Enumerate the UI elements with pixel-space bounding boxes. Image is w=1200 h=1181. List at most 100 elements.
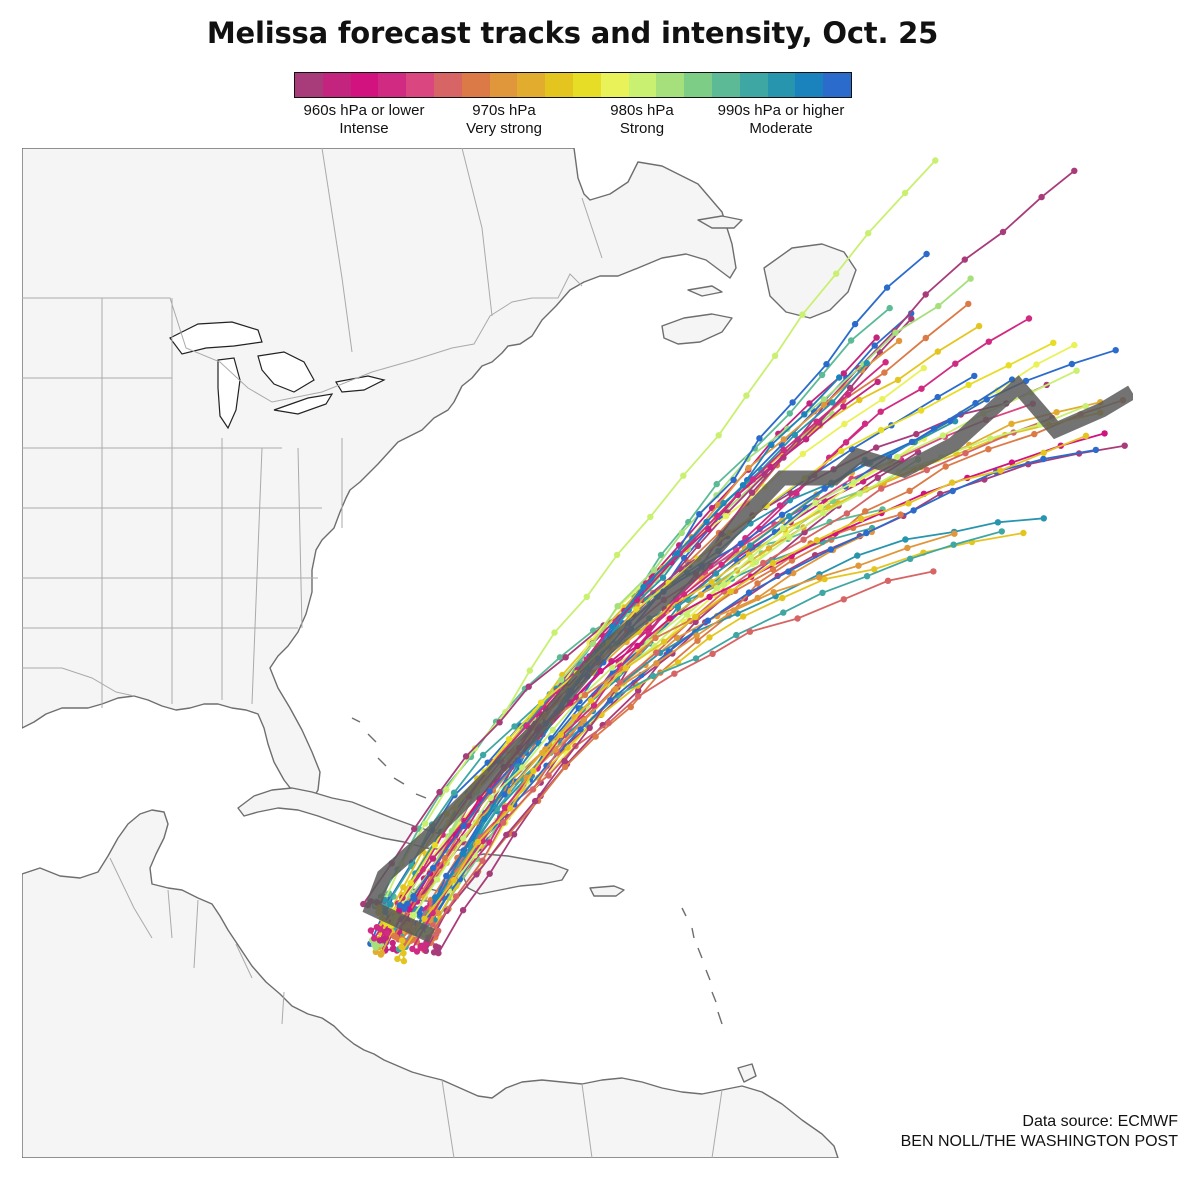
track-point: [786, 410, 793, 417]
track-point: [1005, 362, 1012, 369]
track-point: [818, 371, 826, 379]
track-point: [674, 603, 682, 611]
track-point: [460, 835, 467, 842]
track-point: [1050, 339, 1057, 346]
track-point: [396, 902, 403, 909]
track-point: [789, 399, 796, 406]
track-point: [1068, 360, 1076, 368]
legend-label-intense-line2: Intense: [339, 120, 389, 137]
legend-label-moderate: 990s hPa or higher Moderate: [706, 102, 856, 138]
track-point: [913, 430, 920, 438]
track-point: [768, 441, 775, 448]
track-point: [407, 879, 414, 887]
track-point: [666, 615, 674, 622]
track-point: [597, 667, 604, 675]
track-point: [786, 534, 793, 541]
track-point: [1040, 449, 1047, 456]
track-point: [633, 606, 640, 613]
legend-label-very-strong-line2: Very strong: [466, 120, 542, 137]
lake-ontario: [335, 375, 386, 393]
legend-swatch-1: [295, 73, 323, 97]
track-point: [558, 676, 565, 683]
track-point: [561, 757, 568, 765]
track-point: [987, 435, 994, 442]
track-point: [473, 871, 480, 878]
track-point: [501, 791, 508, 798]
track-point: [934, 393, 941, 401]
track-point: [806, 400, 813, 407]
track-point: [605, 719, 612, 727]
track-point: [1112, 347, 1119, 354]
track-point: [855, 562, 862, 569]
track-point: [730, 607, 737, 614]
track-point: [557, 731, 564, 738]
track-point: [511, 723, 518, 730]
track-point: [840, 403, 847, 410]
track-point: [902, 536, 909, 543]
track-point: [580, 717, 587, 724]
intensity-color-scale: [294, 72, 852, 98]
track-point: [635, 687, 642, 694]
track-point: [758, 467, 765, 474]
track-point: [680, 472, 687, 479]
south-america-borders: [441, 1079, 723, 1158]
legend-swatch-4: [378, 73, 407, 97]
track-point: [376, 937, 384, 944]
track-point: [486, 870, 493, 877]
track-point: [487, 794, 494, 802]
track-point: [607, 697, 614, 704]
legend-label-very-strong: 970s hPa Very strong: [444, 102, 564, 138]
track-point: [932, 157, 939, 164]
track-point: [794, 615, 801, 622]
track-point: [754, 580, 761, 587]
track-point: [1073, 367, 1080, 374]
track-point: [843, 510, 851, 517]
track-point: [778, 511, 786, 518]
track-point: [645, 622, 652, 629]
track-point: [997, 467, 1004, 474]
track-point: [907, 555, 914, 562]
track-point: [799, 311, 806, 318]
track-point: [950, 541, 957, 548]
track-point: [500, 819, 507, 826]
track-point: [1038, 193, 1045, 201]
track-point: [865, 230, 872, 237]
track-point: [410, 893, 417, 900]
track-point: [877, 408, 884, 415]
puerto-rico: [589, 885, 625, 897]
north-america-landmass: [22, 148, 737, 801]
track-point: [733, 631, 740, 639]
track-point: [411, 825, 418, 833]
track-point: [1101, 430, 1108, 437]
central-america-borders: [109, 857, 285, 1025]
track-point: [715, 432, 722, 439]
track-point: [741, 545, 749, 552]
track-point: [882, 359, 889, 366]
track-point: [443, 872, 450, 880]
track-point: [942, 463, 949, 470]
track-point: [608, 623, 616, 630]
track-point: [747, 554, 754, 561]
track-point: [779, 594, 786, 602]
track-point: [817, 504, 824, 511]
data-source: Data source: ECMWF: [1022, 1113, 1178, 1130]
track-point: [486, 788, 493, 795]
track-point: [878, 485, 885, 492]
land-layer: [22, 148, 857, 1158]
track-point: [747, 542, 754, 549]
track-point: [745, 589, 753, 596]
track-point: [503, 831, 510, 839]
track-point: [696, 511, 703, 518]
track-point: [589, 640, 597, 647]
track-point: [740, 613, 747, 620]
track-point: [551, 629, 558, 636]
track-point: [745, 464, 752, 472]
track-point: [820, 510, 827, 517]
track-point: [863, 573, 871, 580]
ensemble-track: [394, 432, 1090, 965]
legend-swatch-13: [628, 73, 657, 97]
legend-label-moderate-line1: 990s hPa or higher: [717, 102, 845, 119]
track-point: [720, 581, 728, 588]
track-point: [1008, 459, 1016, 466]
legend-swatch-16: [711, 73, 740, 97]
